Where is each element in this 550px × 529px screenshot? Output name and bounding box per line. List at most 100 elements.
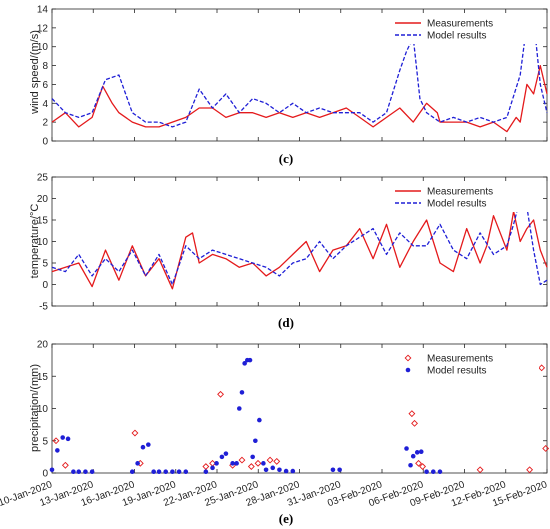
legend-label: Measurements bbox=[427, 187, 493, 198]
model-point bbox=[183, 469, 189, 475]
measurement-point bbox=[52, 437, 60, 445]
y-tick-label: 5 bbox=[42, 436, 48, 447]
model-point bbox=[418, 449, 424, 455]
legend-label: Measurements bbox=[427, 19, 493, 30]
measurement-point bbox=[273, 457, 281, 465]
model-point bbox=[242, 361, 247, 366]
legend-box bbox=[389, 14, 539, 44]
y-tick-label: 20 bbox=[37, 194, 49, 205]
measurement-point bbox=[247, 463, 255, 470]
model-point bbox=[230, 461, 235, 466]
model-point bbox=[89, 469, 95, 475]
y-tick-label: 0 bbox=[42, 280, 48, 291]
model-point bbox=[234, 461, 239, 466]
y-tick-label: 25 bbox=[37, 173, 49, 184]
model-point bbox=[270, 465, 276, 471]
model-point bbox=[424, 469, 429, 475]
model-point bbox=[176, 469, 182, 475]
measurement-point bbox=[131, 429, 139, 437]
measurement-point bbox=[411, 419, 418, 427]
model-point bbox=[263, 467, 269, 473]
legend-box bbox=[389, 349, 539, 379]
model-point bbox=[135, 461, 140, 466]
model-point bbox=[430, 469, 436, 475]
model-point bbox=[414, 450, 420, 455]
measurement-point bbox=[408, 410, 416, 418]
model-point bbox=[146, 442, 151, 447]
y-tick-label: 2 bbox=[42, 118, 48, 129]
legend-label: Model results bbox=[427, 366, 486, 377]
plot-area-e: 0510152010-Jan-202013-Jan-202016-Jan-202… bbox=[0, 340, 549, 510]
legend-label: Model results bbox=[427, 199, 486, 210]
measurement-point bbox=[238, 456, 246, 464]
legend-swatch bbox=[404, 354, 412, 362]
model-point bbox=[330, 467, 336, 473]
model-point bbox=[60, 435, 66, 440]
measurement-point bbox=[538, 364, 546, 372]
y-tick-label: 20 bbox=[37, 340, 49, 351]
model-point bbox=[236, 406, 242, 411]
model-point bbox=[223, 451, 229, 456]
model-point bbox=[163, 469, 169, 475]
model-point bbox=[49, 467, 55, 473]
y-tick-label: 14 bbox=[37, 5, 49, 16]
panel-label-c: (c) bbox=[279, 151, 293, 166]
model-point bbox=[170, 469, 175, 475]
legend-box bbox=[389, 182, 539, 212]
y-tick-label: 15 bbox=[37, 372, 49, 383]
measurement-point bbox=[476, 466, 484, 474]
model-point bbox=[210, 465, 215, 471]
model-point bbox=[250, 454, 255, 460]
measurement-point bbox=[61, 461, 69, 469]
model-point bbox=[277, 467, 282, 473]
model-point bbox=[253, 438, 258, 444]
model-point bbox=[203, 469, 209, 475]
y-tick-label: 10 bbox=[37, 42, 49, 53]
panel-label-d: (d) bbox=[278, 315, 294, 330]
y-tick-label: -5 bbox=[39, 302, 48, 313]
y-tick-label: 12 bbox=[37, 23, 49, 34]
model-point bbox=[219, 454, 225, 460]
model-point bbox=[83, 469, 88, 475]
y-axis-label-c: wind speed/(m/s) bbox=[29, 30, 41, 115]
model-point bbox=[239, 390, 245, 395]
model-point bbox=[129, 469, 135, 475]
panel-e: 0510152010-Jan-202013-Jan-202016-Jan-202… bbox=[0, 340, 549, 527]
y-tick-label: 6 bbox=[42, 80, 48, 91]
y-tick-label: 15 bbox=[37, 216, 49, 227]
measurement-point bbox=[419, 463, 427, 470]
model-point bbox=[290, 468, 296, 474]
model-point bbox=[257, 417, 262, 423]
model-point bbox=[156, 469, 162, 475]
y-tick-label: 5 bbox=[42, 259, 48, 270]
measurement-point bbox=[266, 456, 274, 464]
y-tick-label: 8 bbox=[42, 61, 48, 72]
measurement-point bbox=[415, 459, 423, 467]
series-line-model-results bbox=[51, 197, 548, 286]
legend-swatch bbox=[405, 367, 411, 373]
series-line-model-results bbox=[51, 17, 548, 128]
measurement-point bbox=[202, 463, 210, 470]
model-point bbox=[71, 469, 76, 475]
model-point bbox=[404, 446, 409, 451]
model-point bbox=[151, 469, 156, 475]
series-line-measurements bbox=[51, 210, 548, 290]
model-point bbox=[76, 469, 82, 475]
model-point bbox=[247, 357, 253, 363]
panel-label-e: (e) bbox=[279, 511, 293, 526]
model-point bbox=[261, 461, 266, 466]
model-point bbox=[410, 453, 416, 459]
y-axis-label-d: temperature/°C bbox=[29, 204, 41, 279]
measurement-point bbox=[217, 390, 225, 398]
y-tick-label: 0 bbox=[42, 137, 48, 148]
model-point bbox=[437, 469, 443, 475]
y-tick-label: 10 bbox=[37, 237, 49, 248]
model-point bbox=[65, 436, 71, 442]
model-point bbox=[337, 467, 342, 473]
y-tick-label: 4 bbox=[42, 99, 48, 110]
measurement-point bbox=[254, 459, 262, 467]
